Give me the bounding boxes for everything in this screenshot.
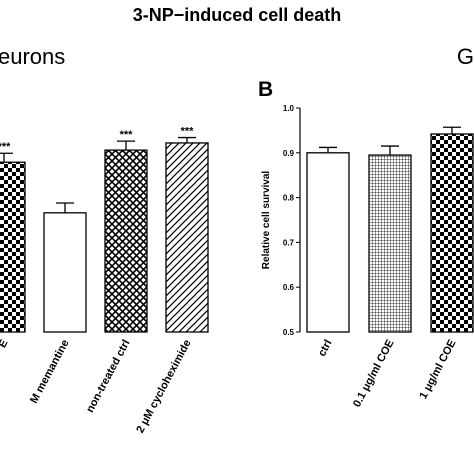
x-tick-label: 1 μg/ml COE: [417, 338, 458, 401]
bar: [306, 152, 350, 333]
x-tick-label: 2 μM cycloheximide: [134, 338, 193, 435]
panel-label: B: [258, 78, 273, 101]
bar: [430, 133, 474, 333]
x-tick-label: non-treated ctrl: [84, 338, 132, 415]
x-tick-label: E: [0, 338, 11, 350]
x-tick-label: 0.1 μg/ml COE: [351, 338, 397, 409]
y-tick-label: 0.7: [283, 238, 295, 247]
x-tick-label: M memantine: [28, 338, 72, 406]
bar: [0, 161, 26, 333]
bar: [368, 154, 412, 333]
y-tick-label: 0.8: [283, 194, 295, 203]
panel-title: eurons: [0, 44, 65, 69]
figure-title: 3-NP−induced cell death: [133, 5, 342, 25]
x-tick-label: ctrl: [316, 338, 335, 359]
bar: [165, 142, 209, 333]
bar: [104, 149, 148, 333]
panel-title: G: [457, 44, 474, 69]
y-tick-label: 0.5: [283, 328, 295, 337]
y-tick-label: 0.9: [283, 149, 295, 158]
y-tick-label: 1.0: [283, 104, 295, 113]
significance: ***: [181, 126, 195, 138]
y-axis-label: Relative cell survival: [261, 171, 272, 270]
significance: ***: [0, 141, 11, 153]
y-tick-label: 0.6: [283, 283, 295, 292]
bar: [43, 212, 87, 333]
significance: ***: [120, 129, 134, 141]
